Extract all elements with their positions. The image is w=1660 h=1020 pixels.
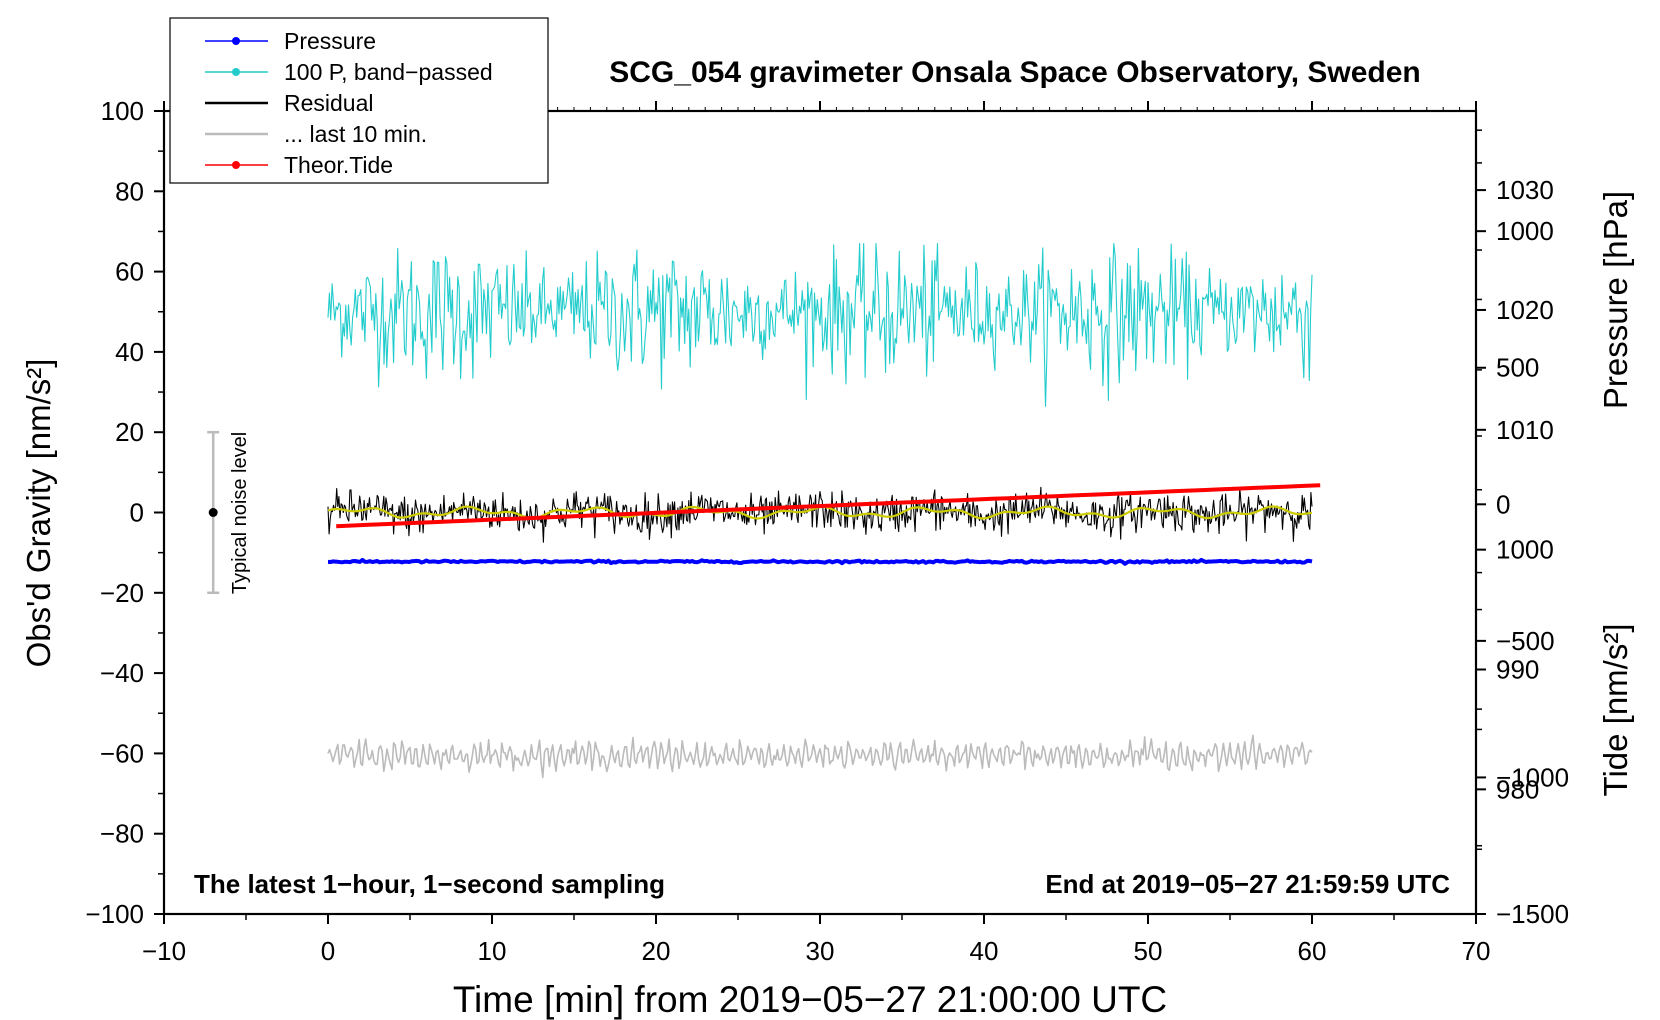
pressure-tick-label: 1010 bbox=[1496, 415, 1554, 445]
tide-tick-label: 0 bbox=[1496, 489, 1510, 519]
axes-layer: −10 0 10 20 30 40 50 60 70100806040200−20−40−60−… bbox=[85, 96, 1569, 966]
annotation-sampling: The latest 1−hour, 1−second sampling bbox=[194, 869, 665, 899]
chart-title: SCG_054 gravimeter Onsala Space Observat… bbox=[609, 56, 1421, 89]
y-tick-label: −40 bbox=[100, 658, 144, 688]
pressure-tick-label: 980 bbox=[1496, 774, 1539, 804]
series-layer bbox=[327, 242, 1321, 779]
y-axis-label-pressure: Pressure [hPa] bbox=[1597, 191, 1634, 409]
legend-label: Residual bbox=[284, 90, 374, 116]
pressure-tick-label: 990 bbox=[1496, 655, 1539, 685]
tide-tick-label: 1000 bbox=[1496, 216, 1554, 246]
series-last-10-min bbox=[327, 734, 1313, 779]
legend-label: 100 P, band−passed bbox=[284, 59, 493, 85]
y-tick-label: −60 bbox=[100, 738, 144, 768]
y-tick-label: 80 bbox=[115, 176, 144, 206]
legend-marker bbox=[232, 161, 240, 169]
legend-marker bbox=[232, 37, 240, 45]
pressure-tick-label: 1020 bbox=[1496, 295, 1554, 325]
legend-marker bbox=[232, 68, 240, 76]
noise-level-label: Typical noise level bbox=[229, 432, 251, 594]
legend-label: Theor.Tide bbox=[284, 152, 393, 178]
y-axis-label-tide: Tide [nm/s²] bbox=[1597, 624, 1634, 797]
pressure-tick-label: 1030 bbox=[1496, 175, 1554, 205]
series-theoretical-tide bbox=[336, 483, 1321, 529]
legend-box bbox=[169, 17, 549, 184]
series-pressure bbox=[327, 557, 1313, 566]
series-pressure-bandpassed bbox=[327, 242, 1313, 407]
y-tick-label: 60 bbox=[115, 257, 144, 287]
x-tick-label: 30 bbox=[806, 936, 835, 966]
pressure-tick-label: 1000 bbox=[1496, 535, 1554, 565]
x-tick-label: 40 bbox=[970, 936, 999, 966]
annotation-end-time: End at 2019−05−27 21:59:59 UTC bbox=[1045, 869, 1450, 899]
y-tick-label: −20 bbox=[100, 578, 144, 608]
y-tick-label: 100 bbox=[101, 96, 144, 126]
y-tick-label: 20 bbox=[115, 417, 144, 447]
series-residual bbox=[327, 486, 1313, 543]
legend: Pressure 100 P, band−passed Residual ... la… bbox=[169, 17, 549, 184]
x-tick-label: −10 bbox=[142, 936, 186, 966]
x-tick-label: 50 bbox=[1134, 936, 1163, 966]
x-tick-label: 70 bbox=[1462, 936, 1491, 966]
x-tick-label: 10 bbox=[478, 936, 507, 966]
y-tick-label: 0 bbox=[130, 498, 144, 528]
tide-tick-label: −1000 bbox=[1496, 762, 1569, 792]
y-tick-label: −100 bbox=[85, 899, 144, 929]
legend-label: Pressure bbox=[284, 28, 376, 54]
tide-tick-label: −500 bbox=[1496, 626, 1555, 656]
legend-label: ... last 10 min. bbox=[284, 121, 427, 147]
x-tick-label: 20 bbox=[642, 936, 671, 966]
x-tick-label: 0 bbox=[321, 936, 335, 966]
tide-tick-label: −1500 bbox=[1496, 899, 1569, 929]
tide-tick-label: 500 bbox=[1496, 353, 1539, 383]
y-axis-label-gravity: Obs'd Gravity [nm/s²] bbox=[20, 359, 57, 668]
x-tick-label: 60 bbox=[1298, 936, 1327, 966]
x-axis-label: Time [min] from 2019−05−27 21:00:00 UTC bbox=[453, 979, 1167, 1020]
noise-bar-center-dot bbox=[208, 508, 218, 517]
y-tick-label: 40 bbox=[115, 337, 144, 367]
y-tick-label: −80 bbox=[100, 819, 144, 849]
